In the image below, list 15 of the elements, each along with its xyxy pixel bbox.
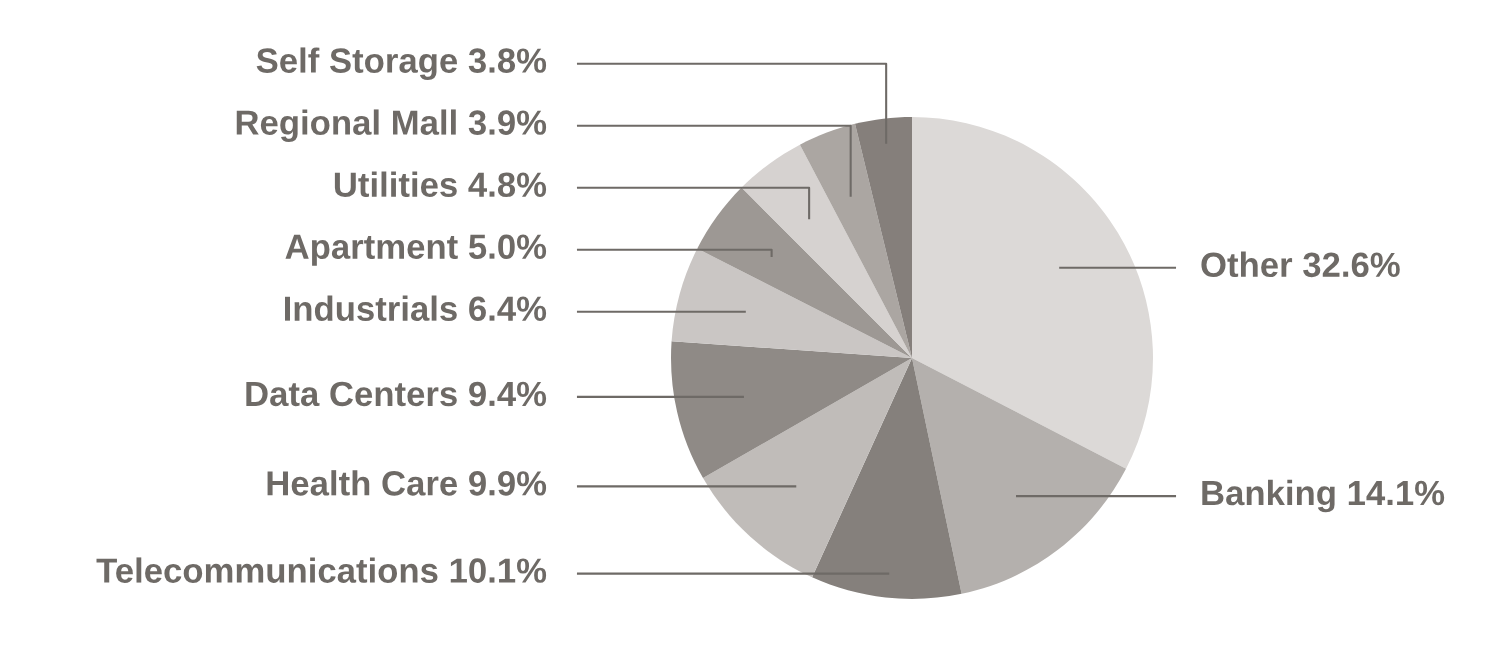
slice-label: Utilities 4.8% [334, 171, 547, 198]
pie-slice [799, 123, 912, 358]
slice-label: Self Storage 3.8% [256, 47, 547, 80]
slice-label: Banking 14.1% [1202, 479, 1445, 513]
slice-label: Other 32.6% [1201, 251, 1400, 278]
slice-label: Telecommunications 10.1% [96, 557, 547, 583]
pie-slice [671, 341, 912, 479]
pie-slice [855, 117, 912, 358]
slice-label: Data Centers 9.4% [246, 381, 547, 407]
pie-slice [697, 187, 912, 358]
slice-label: Industrials 6.4% [284, 295, 547, 322]
pie-slice [812, 358, 962, 599]
slice-label: Health Care 9.9% [267, 470, 547, 496]
slice-label: Apartment 5.0% [285, 234, 547, 266]
slice-label: Regional Mall 3.9% [236, 109, 547, 142]
